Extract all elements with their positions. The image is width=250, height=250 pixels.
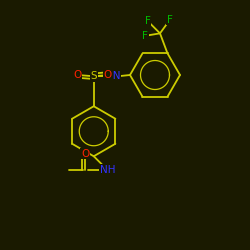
Text: O: O bbox=[104, 70, 112, 80]
Text: O: O bbox=[74, 70, 82, 80]
Text: NH: NH bbox=[100, 165, 115, 175]
Text: O: O bbox=[81, 149, 89, 159]
Text: F: F bbox=[144, 16, 150, 26]
Text: F: F bbox=[142, 31, 148, 41]
Text: HN: HN bbox=[105, 71, 120, 81]
Text: S: S bbox=[90, 71, 97, 81]
Text: F: F bbox=[167, 14, 173, 24]
